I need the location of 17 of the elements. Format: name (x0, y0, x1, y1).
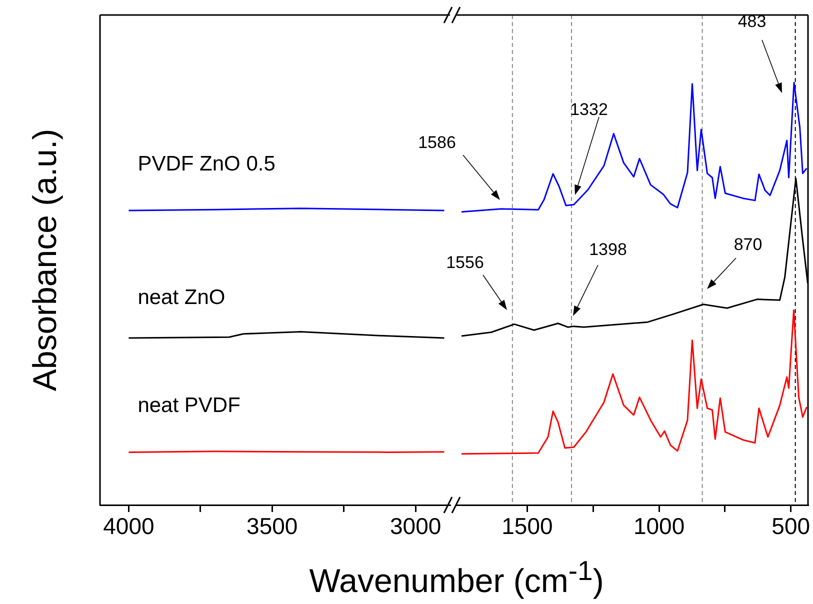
y-axis-title: Absorbance (a.u.) (26, 128, 64, 392)
annotation: 1556 (446, 253, 484, 273)
x-axis-title: Wavenumber (cm$^{-1}$) (308, 555, 605, 600)
series-label: neat PVDF (138, 394, 240, 418)
x-tick-label: 4000 (103, 513, 154, 540)
text: 1586 (418, 133, 456, 153)
series-label: PVDF ZnO 0.5 (138, 152, 276, 176)
series-label: neat ZnO (138, 286, 226, 310)
x-tick-label: 3000 (390, 513, 442, 540)
annotation: 1398 (589, 240, 627, 260)
text: 483 (738, 12, 766, 32)
x-tick-label: 3500 (246, 513, 298, 540)
annotation: 1332 (570, 100, 608, 120)
annotation: 870 (734, 235, 762, 255)
x-tick-label: 1000 (633, 513, 685, 540)
x-tick-label: 1500 (502, 513, 553, 540)
x-tick-label: 500 (772, 513, 810, 540)
